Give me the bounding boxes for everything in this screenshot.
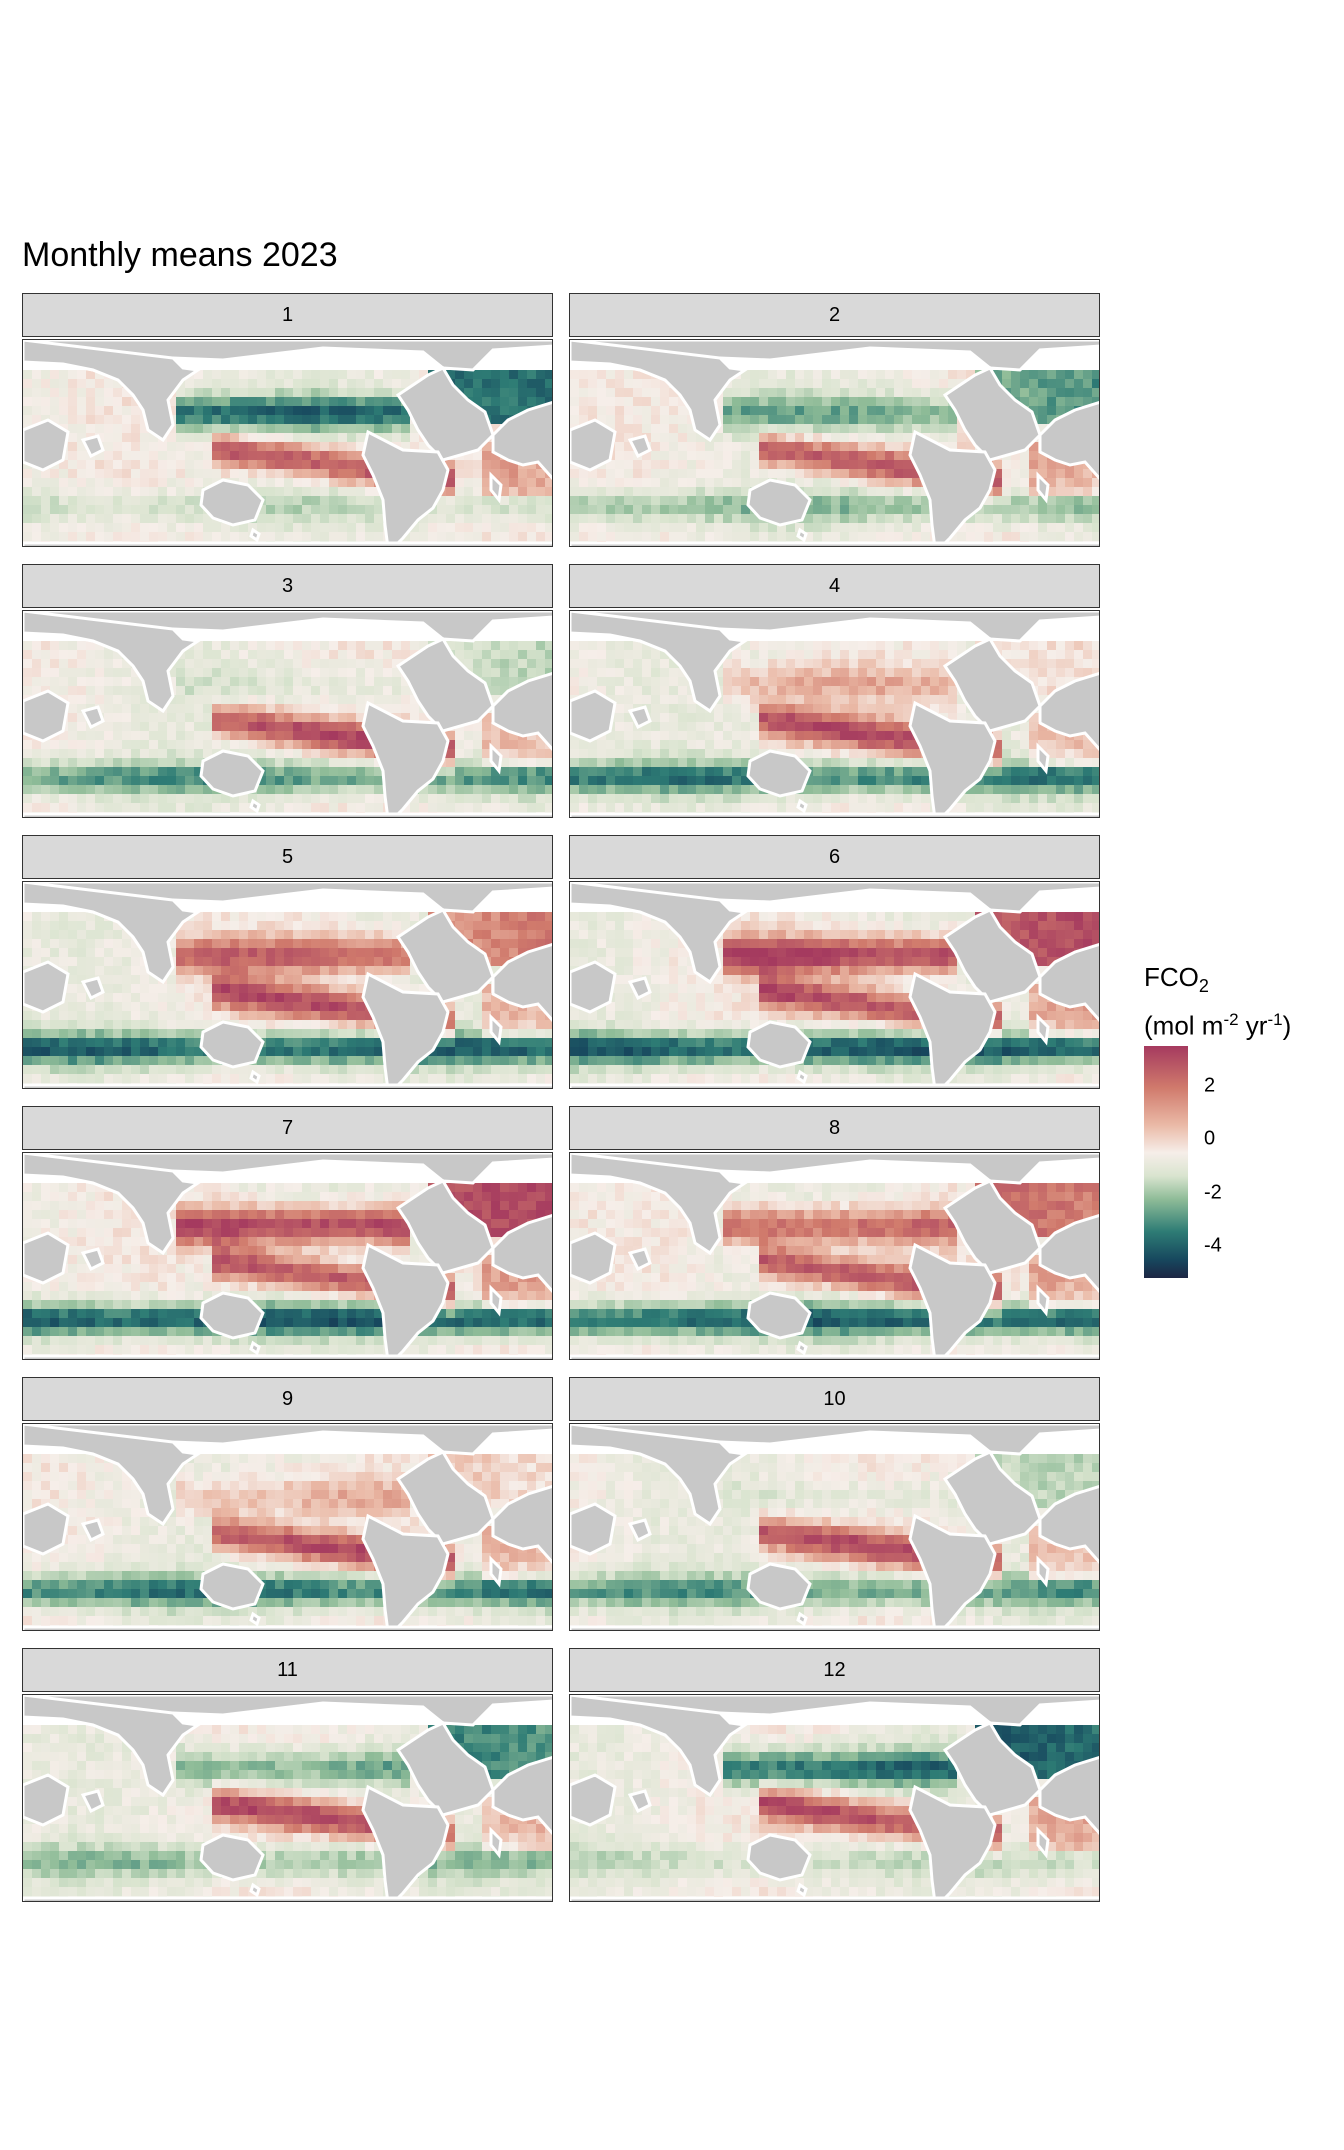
- legend-colorbar: [1144, 1046, 1188, 1278]
- facet-panel: 10: [569, 1377, 1100, 1631]
- flux-map: [22, 610, 553, 818]
- legend-unit-prefix: (mol m: [1144, 1010, 1224, 1041]
- flux-map: [22, 1423, 553, 1631]
- legend-tick: [1188, 1085, 1196, 1087]
- facet-panel: 3: [22, 564, 553, 818]
- facet-panel: 12: [569, 1648, 1100, 1902]
- flux-map: [22, 1694, 553, 1902]
- legend-unit-exp1: -2: [1223, 1010, 1239, 1030]
- facet-strip-label: 10: [569, 1377, 1100, 1421]
- facet-strip-label: 7: [22, 1106, 553, 1150]
- flux-map: [569, 610, 1100, 818]
- facet-panel: 2: [569, 293, 1100, 547]
- ocean-flux-field: [570, 641, 1099, 817]
- land-mask: [23, 340, 552, 546]
- facet-panel: 7: [22, 1106, 553, 1360]
- facet-panel: 4: [569, 564, 1100, 818]
- legend-title-sub: 2: [1198, 976, 1209, 997]
- facet-strip-label: 8: [569, 1106, 1100, 1150]
- ocean-flux-field: [23, 1183, 552, 1359]
- land-mask: [23, 1424, 552, 1630]
- ocean-flux-field: [570, 912, 1099, 1088]
- legend-title: FCO2 (mol m-2 yr-1): [1144, 960, 1291, 1043]
- ocean-flux-field: [23, 1725, 552, 1901]
- facet-strip-label: 2: [569, 293, 1100, 337]
- legend-tick: [1188, 1191, 1196, 1194]
- legend-tick-label: -2: [1204, 1181, 1222, 1204]
- land-mask: [570, 1424, 1099, 1630]
- legend-unit-exp2: -1: [1267, 1010, 1283, 1030]
- land-mask: [23, 882, 552, 1088]
- facet-panel: 9: [22, 1377, 553, 1631]
- legend-tick: [1188, 1245, 1196, 1247]
- flux-map: [569, 1152, 1100, 1360]
- figure-title: Monthly means 2023: [22, 236, 338, 274]
- flux-map: [569, 1694, 1100, 1902]
- color-legend: FCO2 (mol m-2 yr-1) 2 0 -2 -4: [1144, 960, 1291, 1278]
- land-mask: [570, 1695, 1099, 1901]
- facet-panel: 5: [22, 835, 553, 1089]
- legend-tick-label: 0: [1204, 1127, 1216, 1150]
- ocean-flux-field: [570, 1454, 1099, 1630]
- land-mask: [570, 1153, 1099, 1359]
- flux-map: [22, 881, 553, 1089]
- facet-strip-label: 5: [22, 835, 553, 879]
- legend-unit-suffix: ): [1282, 1010, 1292, 1041]
- flux-map: [569, 1423, 1100, 1631]
- flux-map: [569, 881, 1100, 1089]
- ocean-flux-field: [570, 370, 1099, 546]
- ocean-flux-field: [23, 912, 552, 1088]
- ocean-flux-field: [23, 641, 552, 817]
- legend-tick-label: -4: [1204, 1234, 1222, 1257]
- flux-map: [569, 339, 1100, 547]
- ocean-flux-field: [23, 1454, 552, 1630]
- land-mask: [23, 611, 552, 817]
- land-mask: [570, 611, 1099, 817]
- facet-panel: 1: [22, 293, 553, 547]
- facet-panel: 11: [22, 1648, 553, 1902]
- flux-map: [22, 1152, 553, 1360]
- facet-strip-label: 3: [22, 564, 553, 608]
- facet-strip-label: 12: [569, 1648, 1100, 1692]
- ocean-flux-field: [23, 370, 552, 546]
- legend-tick: [1188, 1138, 1196, 1141]
- facet-strip-label: 4: [569, 564, 1100, 608]
- facet-strip-label: 9: [22, 1377, 553, 1421]
- land-mask: [23, 1153, 552, 1359]
- legend-tick-label: 2: [1204, 1074, 1216, 1097]
- facet-strip-label: 6: [569, 835, 1100, 879]
- ocean-flux-field: [570, 1725, 1099, 1901]
- facet-panel: 6: [569, 835, 1100, 1089]
- land-mask: [570, 340, 1099, 546]
- flux-map: [22, 339, 553, 547]
- land-mask: [23, 1695, 552, 1901]
- facet-strip-label: 11: [22, 1648, 553, 1692]
- facet-panel: 8: [569, 1106, 1100, 1360]
- legend-title-main: FCO: [1144, 962, 1199, 992]
- land-mask: [570, 882, 1099, 1088]
- ocean-flux-field: [570, 1183, 1099, 1359]
- legend-unit-mid: yr: [1238, 1010, 1268, 1041]
- facet-strip-label: 1: [22, 293, 553, 337]
